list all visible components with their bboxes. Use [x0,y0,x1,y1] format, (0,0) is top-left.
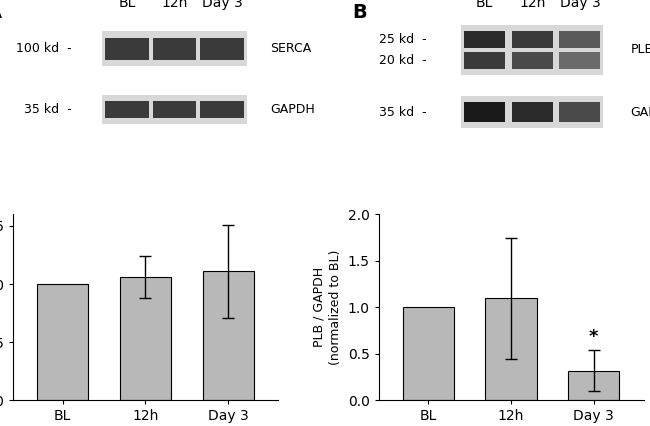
Bar [200,101,244,118]
Bar [560,52,601,69]
Bar [203,271,254,400]
Bar [464,32,505,48]
Text: A: A [0,3,2,22]
Text: B: B [352,3,367,22]
Bar [512,102,552,122]
Bar [105,37,149,60]
Bar [464,52,505,69]
Text: 12h: 12h [161,0,188,10]
Text: Day 3: Day 3 [560,0,601,10]
Text: 35 kd  -: 35 kd - [379,106,426,118]
Bar [153,101,196,118]
Bar [103,32,247,66]
Bar [105,101,149,118]
Bar [153,37,196,60]
Bar [560,102,601,122]
Text: BL: BL [476,0,493,10]
Text: 12h: 12h [519,0,545,10]
Bar [512,52,552,69]
Text: SERCA: SERCA [270,42,311,55]
Y-axis label: PLB / GAPDH
(normalized to BL): PLB / GAPDH (normalized to BL) [312,250,342,365]
Bar [462,25,603,75]
Text: 35 kd  -: 35 kd - [23,103,72,116]
Text: 20 kd  -: 20 kd - [379,54,426,67]
Bar [200,37,244,60]
Bar [486,298,537,400]
Bar [462,96,603,128]
Bar [560,32,601,48]
Text: Day 3: Day 3 [202,0,242,10]
Bar [37,284,88,400]
Text: 25 kd  -: 25 kd - [379,33,426,46]
Bar [120,277,171,400]
Bar [464,102,505,122]
Text: GAPDH: GAPDH [270,103,315,116]
Bar [402,308,454,400]
Text: BL: BL [118,0,136,10]
Text: 100 kd  -: 100 kd - [16,42,72,55]
Text: GAPDH: GAPDH [630,106,650,118]
Bar [568,371,619,400]
Bar [103,95,247,124]
Text: PLB: PLB [630,43,650,57]
Text: *: * [589,328,599,346]
Bar [512,32,552,48]
